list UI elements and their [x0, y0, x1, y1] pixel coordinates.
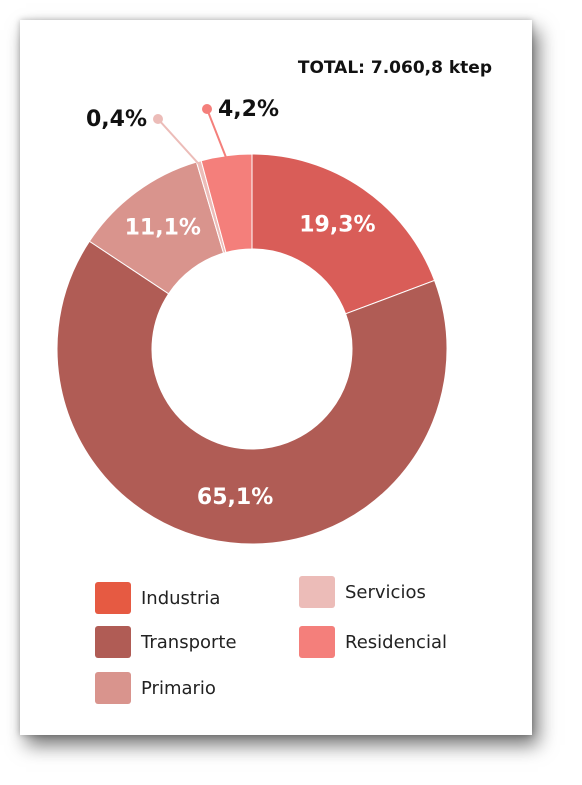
legend-label-servicios: Servicios	[345, 581, 426, 603]
legend-label-industria: Industria	[141, 587, 221, 609]
legend-swatch-residencial	[299, 626, 335, 658]
legend: Industria Transporte Primario Servicios …	[20, 20, 532, 735]
legend-label-residencial: Residencial	[345, 631, 447, 653]
legend-swatch-industria	[95, 582, 131, 614]
data-label-servicios: 0,4%	[86, 107, 147, 132]
legend-swatch-transporte	[95, 626, 131, 658]
legend-item-primario: Primario	[95, 672, 216, 704]
chart-title: TOTAL: 7.060,8 ktep	[297, 58, 492, 78]
legend-item-transporte: Transporte	[95, 626, 237, 658]
slice-transporte	[56, 240, 448, 545]
legend-item-industria: Industria	[95, 582, 220, 614]
data-label-industria: 19,3%	[299, 213, 375, 238]
data-label-transporte: 65,1%	[197, 485, 273, 510]
slice-residencial	[200, 153, 253, 254]
leader-line-servicios	[157, 118, 201, 166]
data-label-residencial: 4,2%	[218, 97, 279, 122]
donut-chart: 19,3% 65,1% 11,1% 0,4% 4,2%	[56, 97, 448, 545]
legend-label-transporte: Transporte	[141, 631, 237, 653]
legend-label-primario: Primario	[141, 677, 216, 699]
legend-item-servicios: Servicios	[299, 576, 426, 608]
leader-dot-servicios	[153, 114, 163, 124]
legend-item-residencial: Residencial	[299, 626, 447, 658]
leader-line-residencial	[206, 108, 228, 161]
chart-card: TOTAL: 7.060,8 ktep 19,3% 65,1% 11,1% 0,4% 4…	[20, 20, 532, 735]
legend-swatch-primario	[95, 672, 131, 704]
data-label-primario: 11,1%	[125, 215, 201, 240]
slice-industria	[251, 153, 436, 315]
legend-swatch-servicios	[299, 576, 335, 608]
leader-dot-residencial	[202, 104, 212, 114]
